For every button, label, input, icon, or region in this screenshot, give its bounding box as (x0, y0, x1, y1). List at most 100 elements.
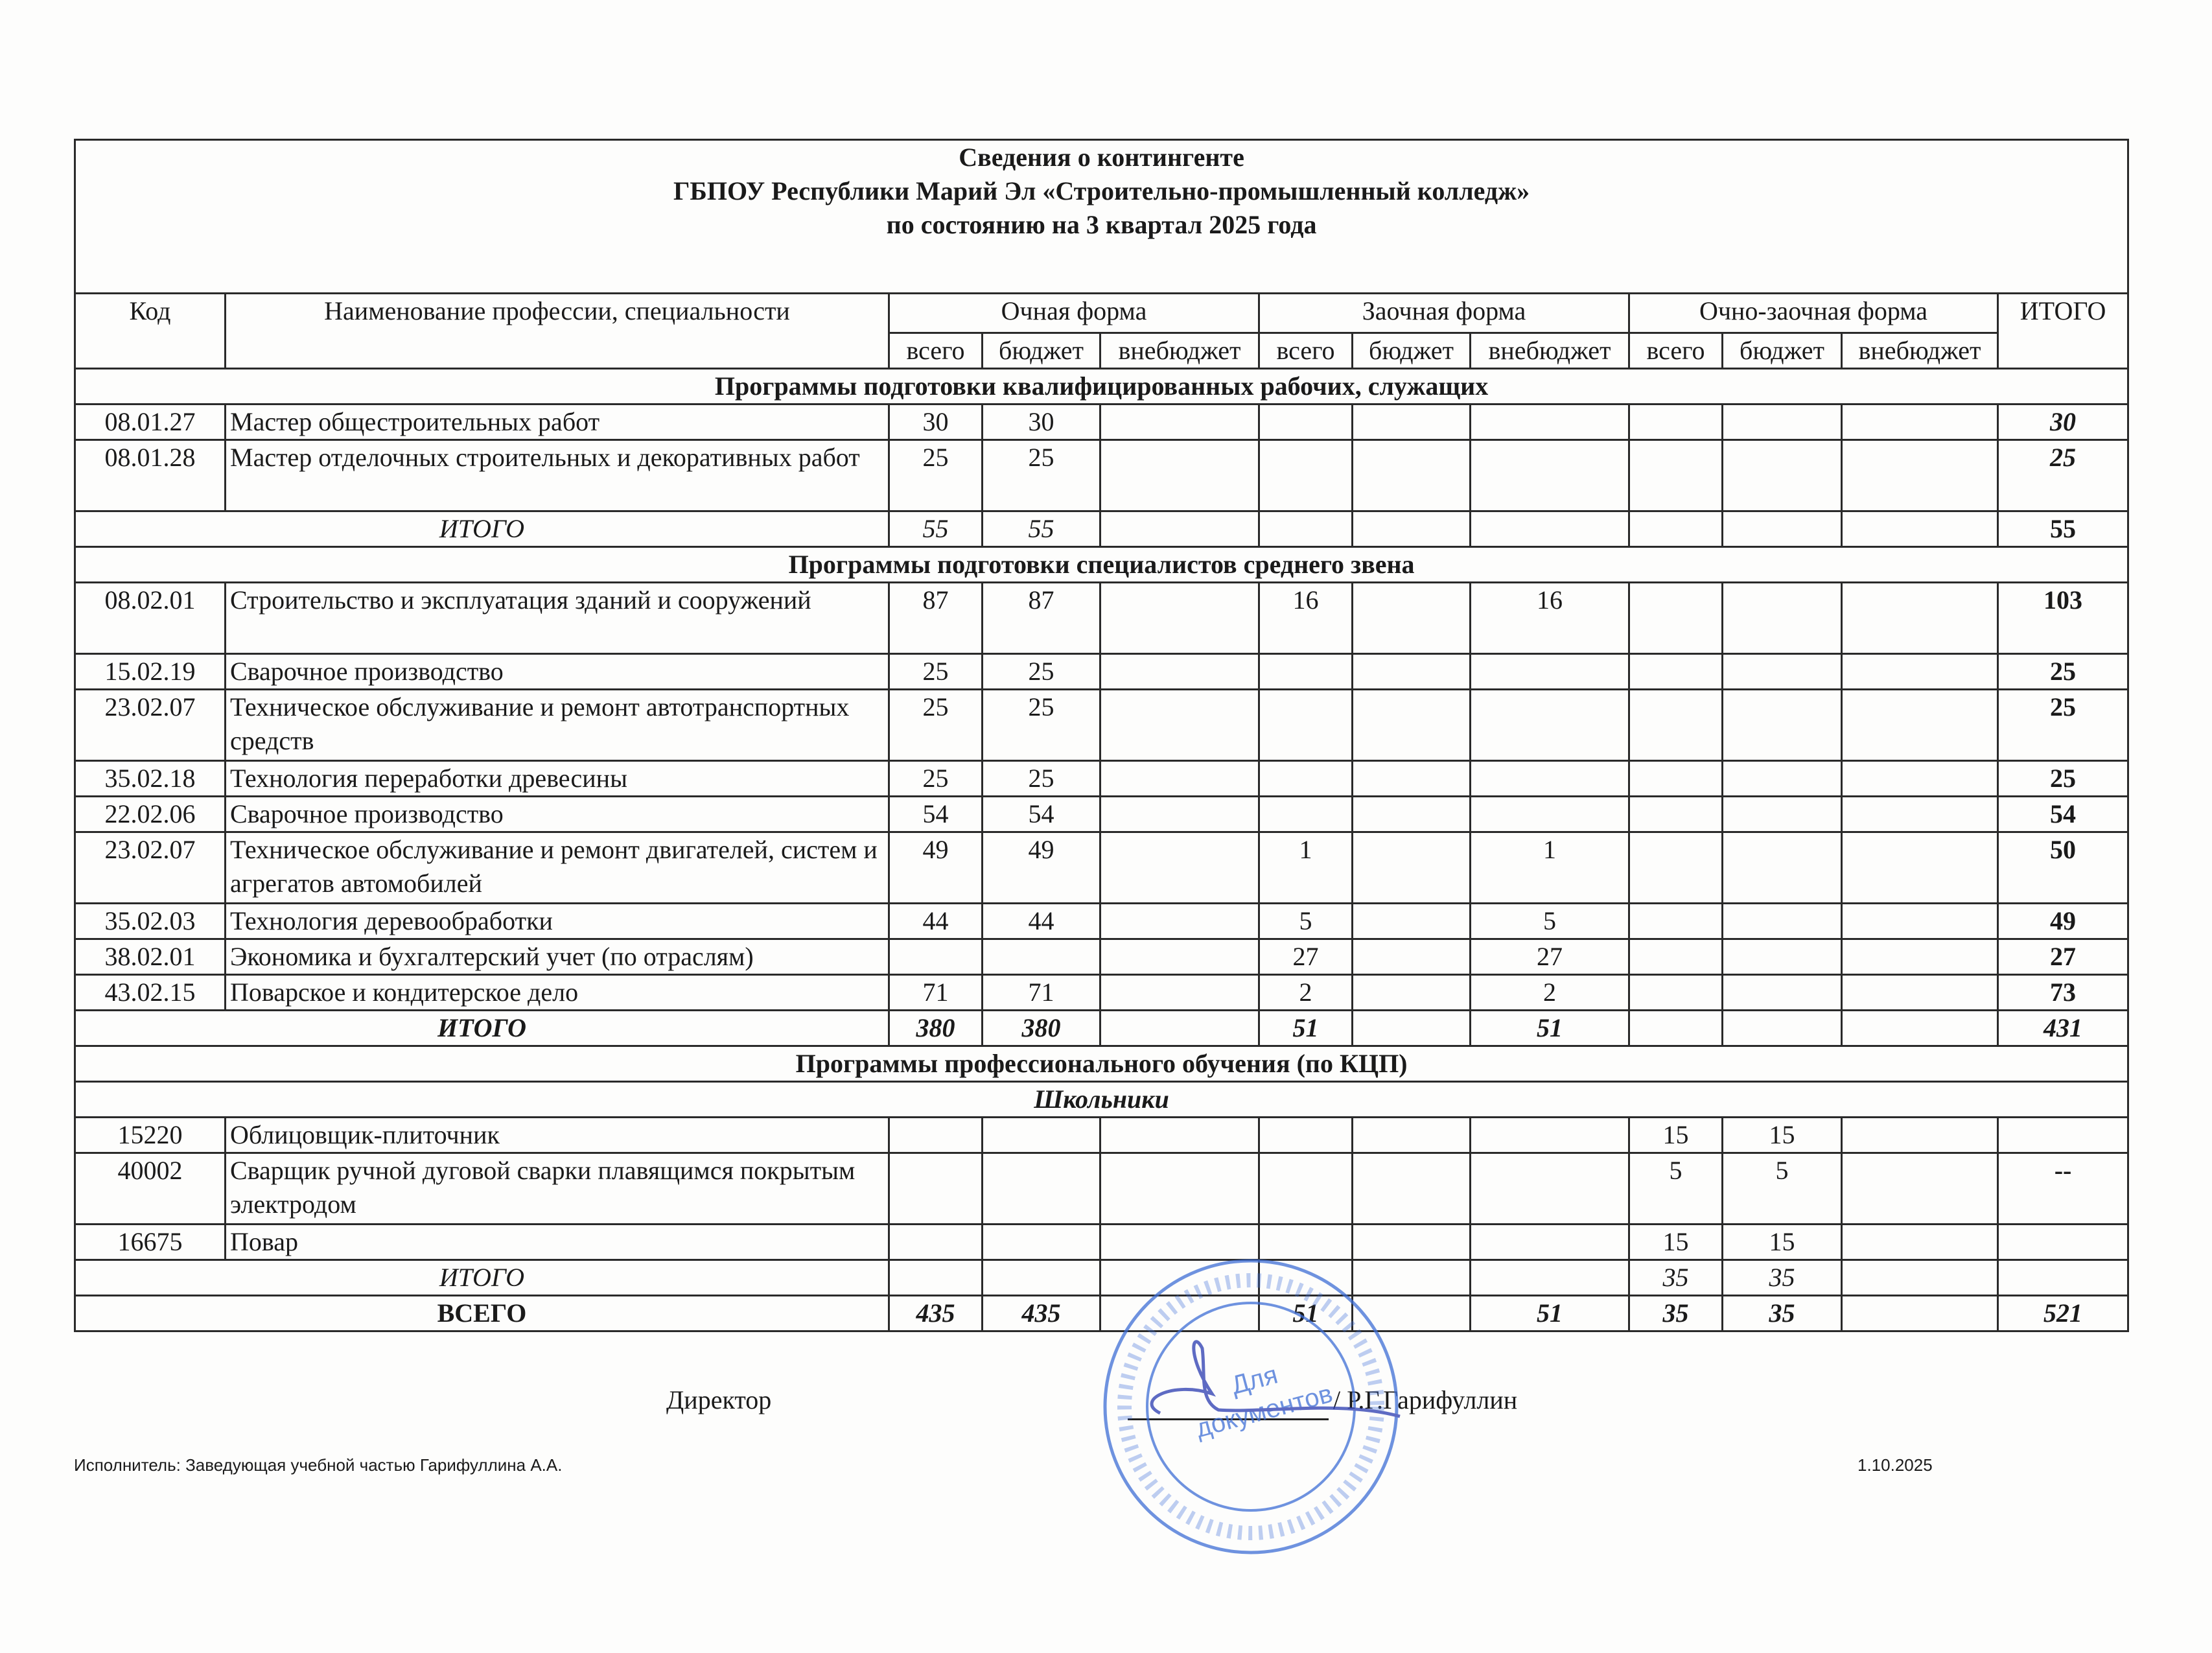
value-cell (1351, 902, 1471, 940)
value-cell (1628, 795, 1723, 833)
row-total-cell: 54 (1996, 795, 2130, 833)
value-cell: 35 (1628, 1259, 1723, 1296)
table-row: 08.01.28 Мастер отделочных строительных и… (74, 439, 2130, 512)
total-row: ИТОГО 35 35 (74, 1259, 2130, 1296)
value-cell (1351, 688, 1471, 762)
program-name: Сварщик ручной дуговой сварки плавящимся… (224, 1152, 890, 1225)
value-cell (1258, 510, 1353, 548)
header-row-1: Код Наименование профессии, специальност… (74, 292, 2130, 369)
header-code: Код (74, 292, 226, 369)
program-name: Технология деревообработки (224, 902, 890, 940)
program-name: Сварочное производство (224, 795, 890, 833)
program-code: 38.02.01 (74, 938, 226, 976)
value-cell (1351, 938, 1471, 976)
value-cell (1099, 581, 1260, 655)
value-cell (1099, 974, 1260, 1011)
row-total-cell: 49 (1996, 902, 2130, 940)
value-cell (1258, 1152, 1353, 1225)
row-total-cell: 431 (1996, 1009, 2130, 1047)
subheader-2-1: бюджет (1721, 332, 1843, 369)
value-cell (1351, 1223, 1471, 1261)
table-row: 15.02.19 Сварочное производство 25 25 25 (74, 653, 2130, 690)
value-cell: 49 (888, 831, 983, 904)
row-total-cell: 27 (1996, 938, 2130, 976)
value-cell (1351, 510, 1471, 548)
value-cell: 16 (1258, 581, 1353, 655)
total-label: ВСЕГО (74, 1295, 890, 1332)
value-cell: 16 (1469, 581, 1630, 655)
total-label: ИТОГО (74, 1009, 890, 1047)
value-cell (1258, 795, 1353, 833)
value-cell (1628, 581, 1723, 655)
title-line-2: ГБПОУ Республики Марий Эл «Строительно-п… (673, 176, 1530, 205)
program-code: 15.02.19 (74, 653, 226, 690)
value-cell: 87 (981, 581, 1101, 655)
table-row: 43.02.15 Поварское и кондитерское дело 71 7… (74, 974, 2130, 1011)
value-cell (981, 1152, 1101, 1225)
value-cell (1469, 1223, 1630, 1261)
value-cell (1469, 1152, 1630, 1225)
value-cell (1841, 1116, 1999, 1154)
program-code: 08.02.01 (74, 581, 226, 655)
value-cell (1258, 439, 1353, 512)
program-name: Строительство и эксплуатация зданий и со… (224, 581, 890, 655)
value-cell (1841, 581, 1999, 655)
table-row: 23.02.07 Техническое обслуживание и ремон… (74, 688, 2130, 762)
value-cell (981, 938, 1101, 976)
section-header-row: Программы профессионального обучения (по… (73, 1045, 2130, 1083)
program-code: 40002 (74, 1152, 226, 1225)
value-cell: 49 (981, 831, 1101, 904)
value-cell (1099, 1152, 1260, 1225)
value-cell: 55 (981, 510, 1101, 548)
value-cell (1721, 831, 1843, 904)
signature-line (1128, 1418, 1329, 1420)
contingent-table: Сведения о контингенте ГБПОУ Республики … (73, 139, 2130, 1332)
value-cell: 35 (1721, 1259, 1843, 1296)
value-cell (1841, 688, 1999, 762)
value-cell (888, 1152, 983, 1225)
value-cell: 27 (1258, 938, 1353, 976)
value-cell (1351, 831, 1471, 904)
value-cell (1469, 439, 1630, 512)
section-title: Программы профессионального обучения (по… (73, 1045, 2130, 1083)
value-cell (1721, 510, 1843, 548)
value-cell (1099, 510, 1260, 548)
table-row: 35.02.18 Технология переработки древесины… (74, 760, 2130, 797)
value-cell (888, 1116, 983, 1154)
value-cell: 44 (888, 902, 983, 940)
value-cell (981, 1116, 1101, 1154)
section-header-row: Программы подготовки специалистов средне… (73, 546, 2130, 583)
value-cell: 51 (1469, 1295, 1630, 1332)
header-total: ИТОГО (1996, 292, 2130, 369)
value-cell: 27 (1469, 938, 1630, 976)
value-cell (1469, 688, 1630, 762)
value-cell: 30 (888, 403, 983, 441)
header-row-2: всего бюджет внебюджет всего бюджет внебюджет… (75, 332, 2128, 369)
value-cell (1351, 403, 1471, 441)
value-cell: 15 (1721, 1223, 1843, 1261)
value-cell (1469, 1116, 1630, 1154)
table-row: 08.01.27 Мастер общестроительных работ 30 3… (74, 403, 2130, 441)
value-cell (1351, 581, 1471, 655)
document-date: 1.10.2025 (1857, 1455, 1933, 1475)
value-cell (888, 1223, 983, 1261)
program-name: Экономика и бухгалтерский учет (по отрас… (224, 938, 890, 976)
value-cell (1099, 439, 1260, 512)
program-code: 16675 (74, 1223, 226, 1261)
director-label: Директор (666, 1385, 772, 1414)
value-cell: 15 (1628, 1223, 1723, 1261)
value-cell (1628, 653, 1723, 690)
row-total-cell: 55 (1996, 510, 2130, 548)
value-cell: 51 (1258, 1009, 1353, 1047)
value-cell (1721, 403, 1843, 441)
signature (1150, 1340, 1401, 1418)
value-cell (1721, 1009, 1843, 1047)
row-total-cell (1996, 1223, 2130, 1261)
row-total-cell: 521 (1996, 1295, 2130, 1332)
value-cell: 15 (1721, 1116, 1843, 1154)
program-name: Сварочное производство (224, 653, 890, 690)
value-cell (1721, 902, 1843, 940)
value-cell (1628, 403, 1723, 441)
table-row: 16675 Повар 15 15 (74, 1223, 2130, 1261)
program-name: Поварское и кондитерское дело (224, 974, 890, 1011)
